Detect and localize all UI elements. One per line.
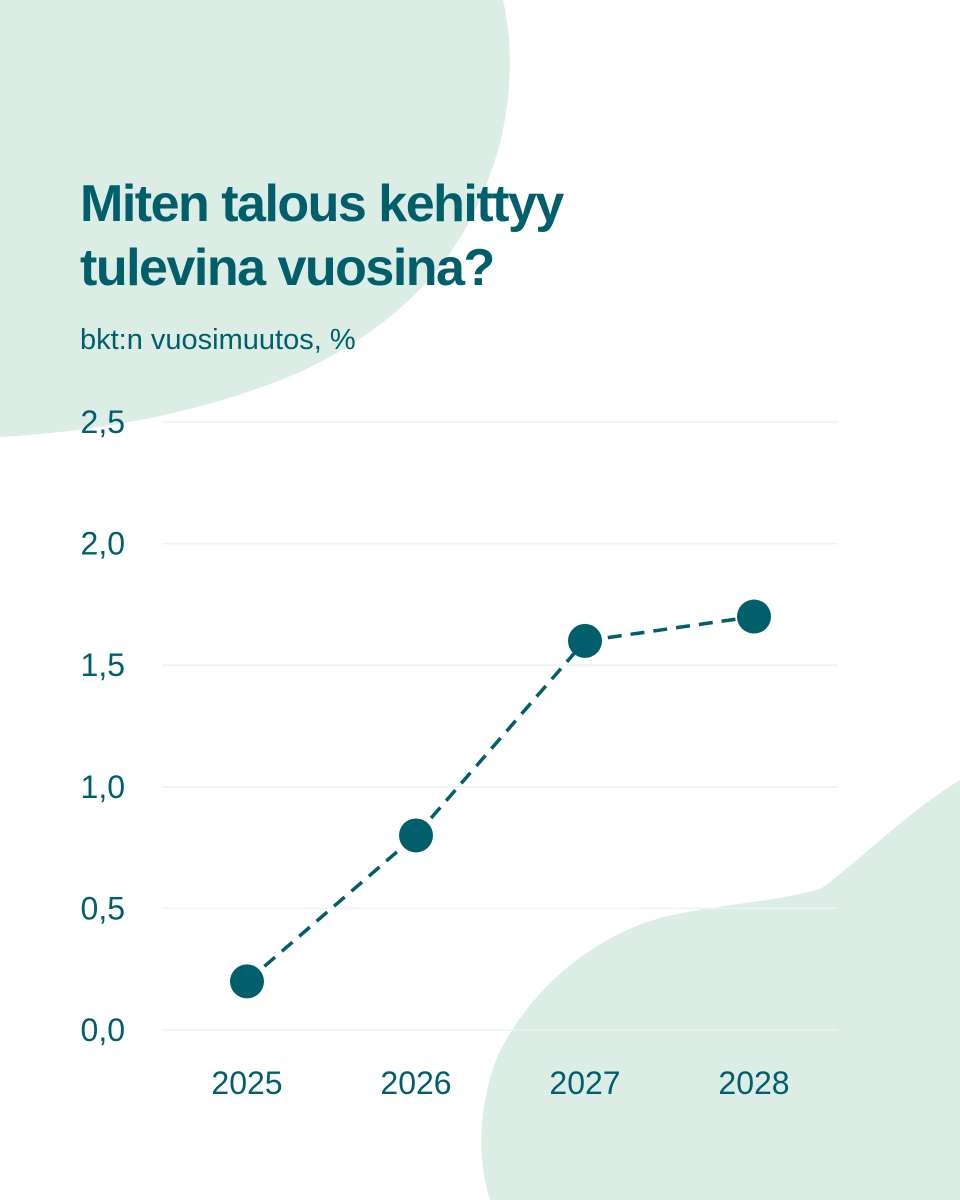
y-tick-label: 0,0 <box>81 1012 125 1048</box>
chart-title-line-1: Miten talous kehittyy <box>80 175 564 233</box>
data-point <box>230 964 264 999</box>
series-lines <box>245 614 755 983</box>
x-tick-label: 2027 <box>549 1065 620 1101</box>
chart-title: Miten talous kehittyy tulevina vuosina? <box>80 172 840 300</box>
data-point <box>568 623 602 658</box>
series-line-segment <box>245 834 418 983</box>
x-tick-label: 2026 <box>380 1065 451 1101</box>
x-tick-label: 2025 <box>211 1065 282 1101</box>
grid-lines <box>162 421 838 1031</box>
y-tick-label: 2,0 <box>81 526 125 562</box>
chart-title-line-2: tulevina vuosina? <box>80 239 495 297</box>
chart-subtitle: bkt:n vuosimuutos, % <box>80 324 356 356</box>
y-tick-label: 2,5 <box>81 404 125 440</box>
background-blob-top-left <box>0 0 510 437</box>
x-tick-label: 2028 <box>718 1065 789 1101</box>
y-tick-label: 0,5 <box>81 890 125 926</box>
series-line-segment <box>414 639 587 837</box>
data-point <box>399 818 433 853</box>
background-blob-bottom-right <box>481 780 960 1200</box>
x-axis: 2025 2026 2027 2028 <box>211 1065 789 1101</box>
series-points <box>230 599 771 999</box>
y-axis: 0,0 0,5 1,0 1,5 2,0 2,5 <box>81 404 125 1048</box>
series-line-segment <box>584 614 755 643</box>
y-tick-label: 1,5 <box>81 647 125 683</box>
data-point <box>737 599 771 634</box>
y-tick-label: 1,0 <box>81 769 125 805</box>
